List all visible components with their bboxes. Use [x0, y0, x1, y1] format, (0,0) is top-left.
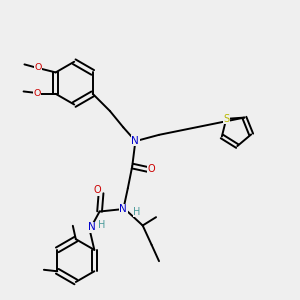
Text: O: O: [34, 89, 41, 98]
Text: N: N: [131, 136, 139, 146]
Text: S: S: [223, 114, 229, 124]
Text: H: H: [98, 220, 106, 230]
Text: O: O: [94, 185, 101, 195]
Text: O: O: [148, 164, 155, 174]
Text: O: O: [34, 64, 41, 73]
Text: N: N: [88, 222, 95, 232]
Text: N: N: [119, 204, 127, 214]
Text: H: H: [133, 206, 140, 217]
